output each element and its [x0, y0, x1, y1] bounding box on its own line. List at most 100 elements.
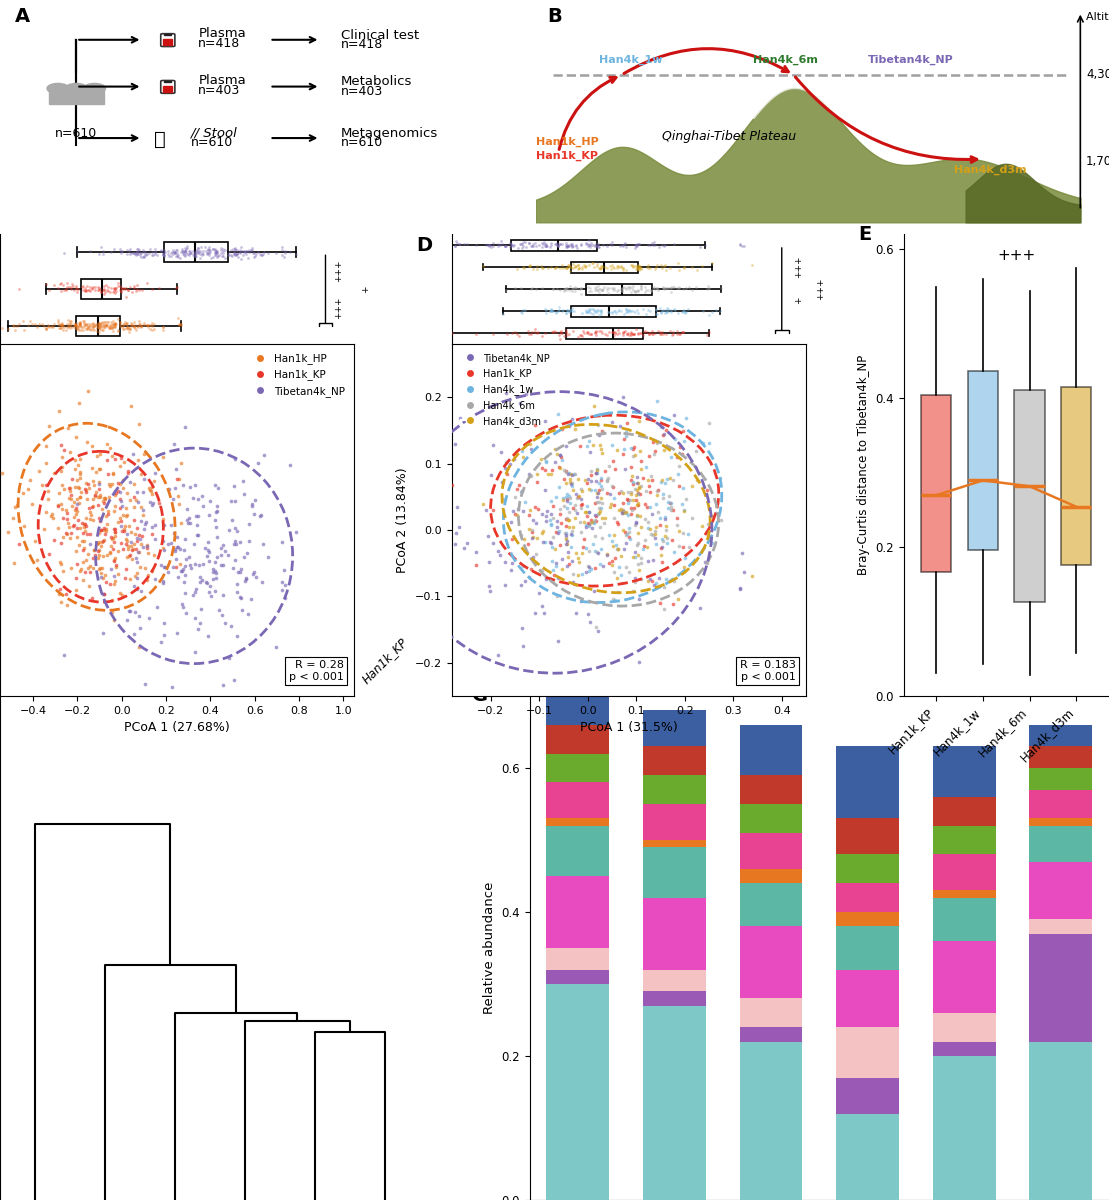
Point: [226, 239, 244, 258]
Point: [200, 505, 217, 524]
Point: [186, 475, 204, 494]
Point: [652, 304, 670, 323]
Point: [657, 302, 674, 322]
Point: [175, 572, 193, 592]
Point: [165, 523, 183, 542]
Point: [614, 500, 632, 520]
Point: [235, 241, 253, 260]
Point: [591, 518, 609, 538]
Point: [560, 486, 578, 505]
Point: [115, 280, 133, 299]
Point: [588, 460, 606, 479]
Point: [94, 488, 112, 508]
Point: [623, 475, 641, 494]
Point: [533, 596, 551, 616]
Point: [118, 278, 135, 298]
Point: [701, 278, 719, 298]
Point: [223, 491, 241, 510]
Point: [557, 238, 574, 257]
Point: [582, 300, 600, 319]
Point: [193, 244, 211, 263]
Point: [74, 320, 92, 340]
Point: [186, 582, 204, 601]
Point: [105, 551, 123, 570]
Point: [648, 278, 665, 298]
Point: [138, 535, 155, 554]
Point: [680, 524, 698, 544]
Point: [653, 470, 671, 490]
Point: [621, 277, 639, 296]
Point: [275, 560, 293, 580]
Point: [603, 436, 621, 455]
Point: [191, 248, 208, 268]
Point: [419, 557, 437, 576]
Point: [629, 259, 647, 278]
Point: [614, 521, 632, 540]
Point: [557, 510, 574, 529]
Bar: [643, 970, 705, 991]
Point: [155, 540, 173, 559]
Point: [189, 242, 206, 262]
Point: [628, 535, 645, 554]
Point: [207, 503, 225, 522]
Point: [569, 469, 587, 488]
Point: [609, 540, 627, 559]
Point: [214, 676, 232, 695]
Point: [489, 236, 507, 256]
Point: [642, 467, 660, 486]
Point: [567, 278, 584, 298]
Point: [547, 539, 564, 558]
Point: [699, 515, 716, 534]
Point: [587, 277, 604, 296]
Point: [543, 301, 561, 320]
Point: [591, 554, 609, 574]
Point: [622, 485, 640, 504]
Point: [69, 510, 87, 529]
Point: [177, 604, 195, 623]
Point: [560, 236, 578, 256]
Point: [132, 497, 150, 516]
Point: [543, 461, 561, 480]
Point: [78, 517, 95, 536]
Point: [93, 313, 111, 332]
Point: [533, 233, 551, 252]
Point: [52, 499, 70, 518]
Point: [206, 245, 224, 264]
Point: [582, 464, 600, 484]
Text: Qinghai-Tibet Plateau: Qinghai-Tibet Plateau: [662, 131, 796, 144]
Point: [577, 517, 594, 536]
Point: [599, 470, 617, 490]
Point: [243, 496, 261, 515]
Point: [94, 281, 112, 300]
Point: [231, 242, 248, 262]
Point: [632, 460, 650, 479]
Point: [99, 464, 116, 484]
Point: [644, 432, 662, 451]
Point: [115, 314, 133, 334]
Point: [587, 558, 604, 577]
Point: [674, 258, 692, 277]
Point: [61, 443, 79, 462]
Point: [143, 280, 161, 299]
Point: [612, 481, 630, 500]
Point: [106, 571, 124, 590]
Point: [620, 518, 638, 538]
Point: [77, 522, 94, 541]
Point: [193, 486, 211, 505]
Point: [652, 256, 670, 275]
Point: [618, 278, 635, 298]
Point: [612, 256, 630, 275]
Point: [112, 283, 130, 302]
Point: [142, 316, 160, 335]
Point: [543, 280, 561, 299]
Point: [667, 301, 684, 320]
Point: [579, 605, 597, 624]
Point: [557, 323, 574, 342]
Point: [128, 244, 145, 263]
Point: [624, 281, 642, 300]
Point: [154, 318, 172, 337]
Point: [549, 631, 567, 650]
Point: [615, 322, 633, 341]
Point: [578, 497, 596, 516]
Point: [106, 278, 124, 298]
